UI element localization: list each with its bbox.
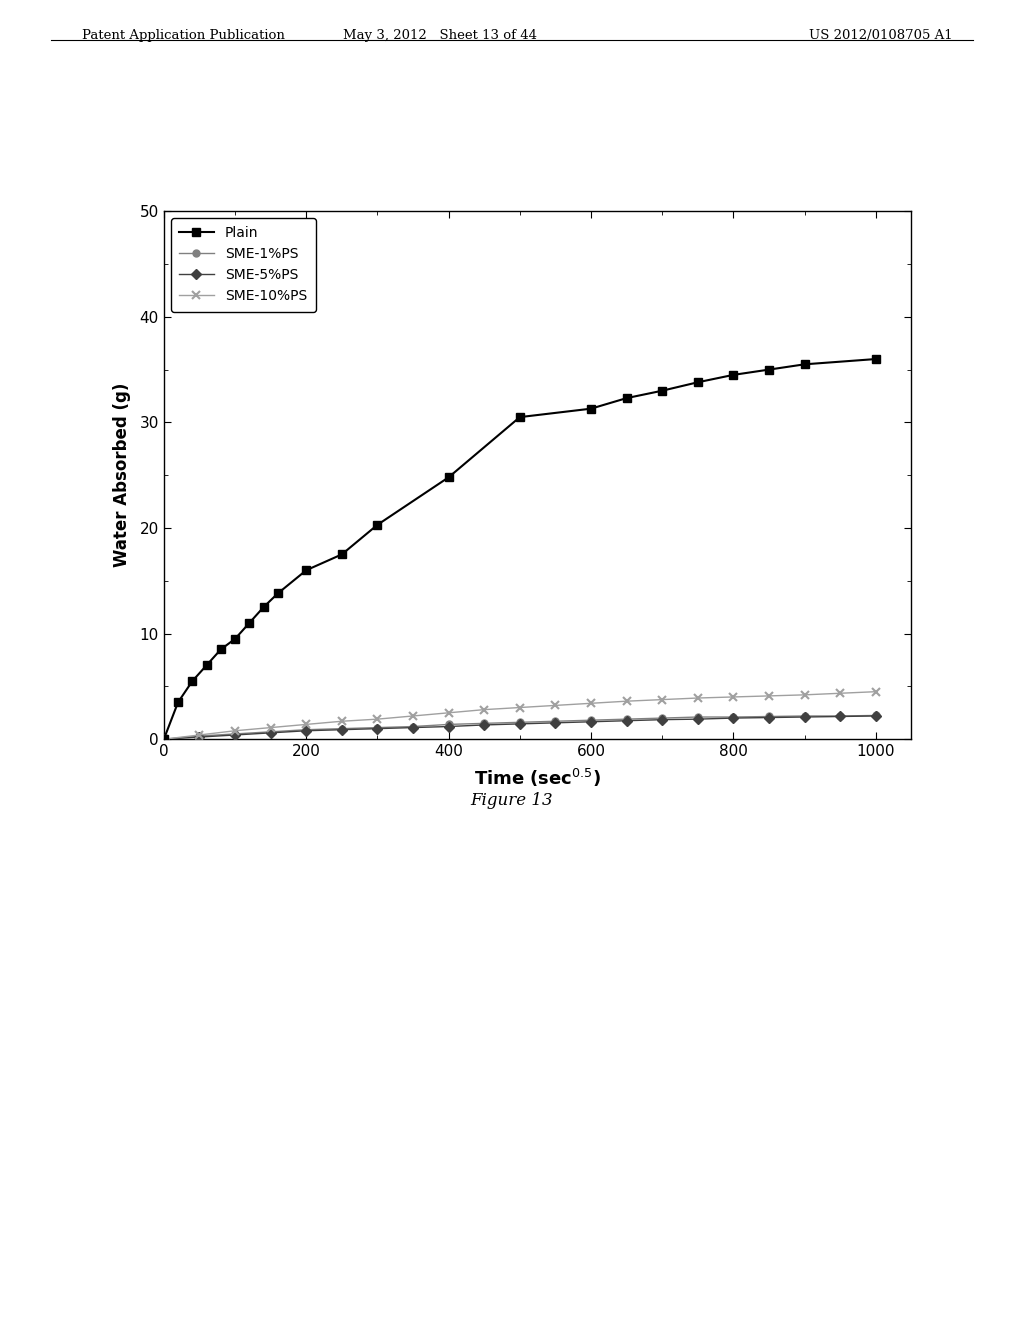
SME-5%PS <box>621 713 633 729</box>
SME-10%PS <box>194 727 206 743</box>
SME-1%PS <box>621 711 633 727</box>
SME-10%PS <box>834 685 846 701</box>
SME-5%PS <box>194 729 206 744</box>
SME-1%PS <box>336 721 348 737</box>
SME-5%PS <box>442 718 455 734</box>
SME-5%PS <box>834 709 846 725</box>
SME-5%PS <box>585 714 597 730</box>
Plain <box>300 562 312 578</box>
SME-10%PS <box>158 731 170 747</box>
Plain <box>691 375 703 391</box>
Plain <box>201 657 213 673</box>
SME-1%PS <box>727 709 739 725</box>
X-axis label: Time (sec$^{0.5}$): Time (sec$^{0.5}$) <box>474 767 601 789</box>
SME-1%PS <box>656 710 669 726</box>
SME-5%PS <box>158 731 170 747</box>
Plain <box>243 615 255 631</box>
SME-1%PS <box>585 713 597 729</box>
Plain <box>656 383 669 399</box>
SME-10%PS <box>691 690 703 706</box>
Y-axis label: Water Absorbed (g): Water Absorbed (g) <box>114 383 131 568</box>
SME-1%PS <box>763 709 775 725</box>
Text: US 2012/0108705 A1: US 2012/0108705 A1 <box>809 29 952 42</box>
SME-10%PS <box>300 717 312 733</box>
SME-5%PS <box>407 719 419 735</box>
Plain <box>257 599 269 615</box>
SME-1%PS <box>549 713 561 729</box>
SME-1%PS <box>691 709 703 725</box>
Plain <box>585 401 597 417</box>
SME-10%PS <box>442 705 455 721</box>
SME-10%PS <box>336 713 348 729</box>
SME-10%PS <box>549 697 561 713</box>
Plain <box>271 586 284 602</box>
SME-5%PS <box>478 717 490 733</box>
SME-10%PS <box>407 708 419 723</box>
SME-1%PS <box>194 729 206 744</box>
Text: Patent Application Publication: Patent Application Publication <box>82 29 285 42</box>
SME-5%PS <box>763 710 775 726</box>
Plain <box>158 731 170 747</box>
Plain <box>799 356 811 372</box>
SME-1%PS <box>478 715 490 731</box>
SME-5%PS <box>514 715 526 731</box>
Plain <box>336 546 348 562</box>
SME-10%PS <box>264 719 276 735</box>
SME-5%PS <box>656 711 669 727</box>
SME-5%PS <box>691 711 703 727</box>
Text: Figure 13: Figure 13 <box>471 792 553 809</box>
Line: SME-10%PS: SME-10%PS <box>160 688 880 743</box>
SME-5%PS <box>799 709 811 725</box>
Line: Plain: Plain <box>160 355 880 743</box>
SME-5%PS <box>264 725 276 741</box>
Text: May 3, 2012   Sheet 13 of 44: May 3, 2012 Sheet 13 of 44 <box>343 29 538 42</box>
SME-10%PS <box>372 711 384 727</box>
SME-10%PS <box>799 686 811 702</box>
Plain <box>172 694 184 710</box>
SME-5%PS <box>229 727 242 743</box>
SME-5%PS <box>727 710 739 726</box>
SME-1%PS <box>300 722 312 738</box>
Plain <box>215 642 227 657</box>
SME-1%PS <box>264 723 276 739</box>
Plain <box>442 470 455 486</box>
Plain <box>229 631 242 647</box>
SME-5%PS <box>549 715 561 731</box>
SME-10%PS <box>621 693 633 709</box>
SME-10%PS <box>229 723 242 739</box>
SME-1%PS <box>799 708 811 723</box>
Legend: Plain, SME-1%PS, SME-5%PS, SME-10%PS: Plain, SME-1%PS, SME-5%PS, SME-10%PS <box>171 218 315 312</box>
Plain <box>727 367 739 383</box>
SME-10%PS <box>727 689 739 705</box>
SME-5%PS <box>336 722 348 738</box>
SME-10%PS <box>763 688 775 704</box>
SME-10%PS <box>478 702 490 718</box>
Line: SME-1%PS: SME-1%PS <box>161 711 880 743</box>
SME-1%PS <box>834 708 846 723</box>
Plain <box>763 362 775 378</box>
Plain <box>186 673 199 689</box>
Plain <box>514 409 526 425</box>
SME-5%PS <box>372 721 384 737</box>
SME-1%PS <box>229 726 242 742</box>
Plain <box>372 517 384 533</box>
Plain <box>621 391 633 407</box>
SME-10%PS <box>514 700 526 715</box>
SME-5%PS <box>300 723 312 739</box>
SME-10%PS <box>656 692 669 708</box>
SME-1%PS <box>407 718 419 734</box>
SME-10%PS <box>869 684 882 700</box>
SME-1%PS <box>372 719 384 735</box>
SME-1%PS <box>869 708 882 723</box>
SME-1%PS <box>442 717 455 733</box>
SME-1%PS <box>158 731 170 747</box>
SME-10%PS <box>585 696 597 711</box>
Line: SME-5%PS: SME-5%PS <box>161 713 880 743</box>
Plain <box>869 351 882 367</box>
SME-1%PS <box>514 714 526 730</box>
SME-5%PS <box>869 708 882 723</box>
